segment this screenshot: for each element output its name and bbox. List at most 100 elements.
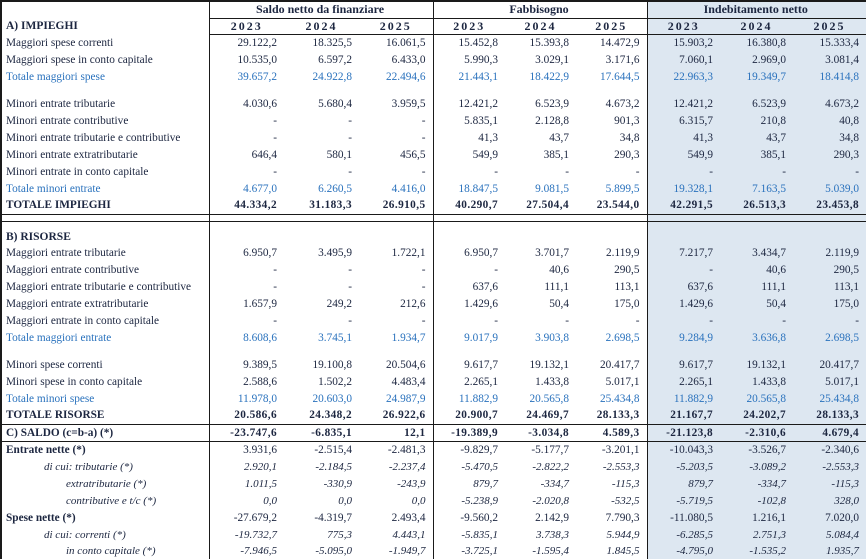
- cell-value: 26.910,5: [359, 197, 433, 215]
- cell-value: [505, 214, 576, 222]
- cell-value: 18.414,8: [793, 68, 866, 85]
- cell-value: 7.790,3: [605, 511, 640, 524]
- table-row-entrate-nette: Entrate nette (*) 3.931,6 -2.515,4 -2.481,3…: [1, 441, 866, 458]
- cell-value: 24.348,2: [284, 407, 359, 425]
- cell-value: 12.421,2: [646, 95, 720, 112]
- cell-value: -334,7: [540, 477, 569, 490]
- cell-value: 580,1: [326, 148, 352, 161]
- cell-value: -: [720, 312, 793, 329]
- row-label: Minori entrate extratributarie: [6, 148, 138, 161]
- cell-value: -4.319,7: [314, 511, 352, 524]
- cell-value: 4.673,2: [793, 95, 866, 112]
- cell-value: -: [793, 312, 866, 329]
- cell-value: [432, 85, 505, 95]
- cell-value: 4.416,0: [391, 182, 426, 195]
- cell-value: 6.433,0: [391, 53, 426, 66]
- row-label: in conto capitale (*): [66, 545, 156, 557]
- group-title-fabbisogno: Fabbisogno: [432, 1, 647, 19]
- cell-value: 26.513,3: [720, 197, 793, 215]
- cell-value: 26.922,6: [359, 407, 433, 425]
- row-label: Maggiori entrate contributive: [6, 263, 140, 276]
- cell-value: 3.959,5: [391, 97, 426, 110]
- cell-value: 775,3: [327, 528, 352, 541]
- cell-value: -: [432, 261, 505, 278]
- table-row-blank: [1, 346, 866, 356]
- cell-value: 20.900,7: [432, 407, 505, 425]
- cell-value: 42.291,5: [646, 197, 720, 215]
- cell-value: -: [421, 314, 426, 327]
- cell-value: 11.882,9: [646, 390, 720, 407]
- row-label: Totale minori spese: [6, 392, 95, 405]
- cell-value: 20.504,6: [385, 358, 426, 371]
- cell-value: [284, 346, 359, 356]
- cell-value: 549,9: [432, 146, 505, 163]
- cell-value: -: [635, 314, 640, 327]
- table-row-maggiori-entrate-contributive: Maggiori entrate contributive - - - -40,6 290…: [1, 261, 866, 278]
- cell-value: -: [421, 114, 426, 127]
- cell-value: 40,6: [720, 261, 793, 278]
- table-row-di-cui-tributarie: di cui: tributarie (*) 2.920,1 -2.184,5 -2.…: [1, 458, 866, 475]
- cell-value: -: [208, 163, 284, 180]
- cell-value: 1.429,6: [646, 295, 720, 312]
- cell-value: [284, 221, 359, 229]
- cell-value: 2.969,0: [720, 51, 793, 68]
- cell-value: 113,1: [793, 278, 866, 295]
- year-cell: 2025: [359, 18, 433, 35]
- cell-value: -: [208, 312, 284, 329]
- cell-value: 5.899,5: [605, 182, 640, 195]
- cell-value: 22.963,3: [646, 68, 720, 85]
- table-row-minori-entrate-extratributarie: Minori entrate extratributarie 646,4 580,1…: [1, 146, 866, 163]
- cell-value: -5.238,9: [432, 492, 505, 509]
- cell-value: [793, 346, 866, 356]
- cell-value: 290,5: [614, 263, 640, 276]
- cell-value: 28.133,3: [793, 407, 866, 425]
- cell-value: 9.081,5: [535, 182, 569, 195]
- cell-value: 40,6: [549, 263, 569, 276]
- cell-value: -19.732,7: [208, 526, 284, 543]
- row-label: C) SALDO (c=b-a) (*): [1, 424, 209, 442]
- cell-value: 4.677,0: [208, 180, 284, 197]
- cell-value: 9.017,9: [432, 329, 505, 346]
- cell-value: -: [208, 278, 284, 295]
- cell-value: 6.260,5: [318, 182, 352, 195]
- row-label: TOTALE IMPIEGHI: [1, 197, 209, 215]
- table-row-maggiori-entrate-extratributarie: Maggiori entrate extratributarie 1.657,9 2…: [1, 295, 866, 312]
- cell-value: -2.020,8: [532, 494, 569, 507]
- cell-value: -11.080,5: [646, 509, 720, 526]
- cell-value: 328,0: [793, 492, 866, 509]
- cell-value: -23.747,6: [208, 424, 284, 442]
- cell-value: -115,3: [793, 475, 866, 492]
- cell-value: 5.039,0: [793, 180, 866, 197]
- table-row-minori-spese-correnti: Minori spese correnti 9.389,5 19.100,8 20.5…: [1, 356, 866, 373]
- cell-value: 40.290,7: [432, 197, 505, 215]
- cell-value: 2.751,3: [720, 526, 793, 543]
- cell-value: 7.217,7: [646, 244, 720, 261]
- table-row-totale-maggiori-entrate: Totale maggiori entrate 8.608,6 3.745,1 1.9…: [1, 329, 866, 346]
- cell-value: 5.835,1: [432, 112, 505, 129]
- cell-value: 2.265,1: [432, 373, 505, 390]
- cell-value: [576, 214, 647, 222]
- cell-value: -19.389,9: [432, 424, 505, 442]
- cell-value: 249,2: [326, 297, 352, 310]
- cell-value: 3.701,7: [535, 246, 569, 259]
- cell-value: 3.434,7: [720, 244, 793, 261]
- cell-value: 9.617,7: [432, 356, 505, 373]
- cell-value: 50,4: [720, 295, 793, 312]
- cell-value: 6.523,9: [535, 97, 569, 110]
- cell-value: -: [720, 163, 793, 180]
- cell-value: -: [421, 280, 426, 293]
- year-cell: 2023: [646, 18, 720, 35]
- cell-value: 21.167,7: [646, 407, 720, 425]
- year-cell: 2024: [505, 18, 576, 35]
- table-row-totale-maggiori-spese: Totale maggiori spese 39.657,2 24.922,8 22.…: [1, 68, 866, 85]
- cell-value: 6.950,7: [208, 244, 284, 261]
- cell-value: -5.203,5: [646, 458, 720, 475]
- cell-value: 7.060,1: [646, 51, 720, 68]
- cell-value: -5.470,5: [432, 458, 505, 475]
- cell-value: [646, 229, 720, 244]
- year-cell: 2024: [284, 18, 359, 35]
- cell-value: 1.935,7: [793, 543, 866, 559]
- row-label: Spese nette (*): [6, 511, 76, 524]
- cell-value: 11.978,0: [208, 390, 284, 407]
